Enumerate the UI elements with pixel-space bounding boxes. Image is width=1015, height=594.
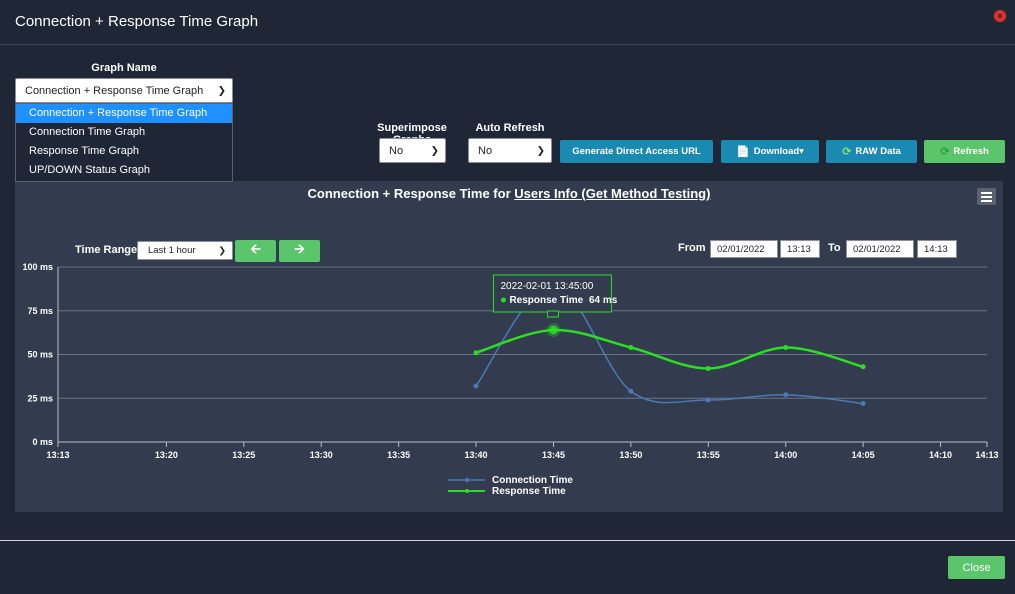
data-point-response-time [550,327,556,333]
series-line-response-time [475,328,864,370]
data-point-response-time [783,345,789,350]
close-icon[interactable]: × [994,10,1006,22]
arrow-right-icon[interactable]: 🡪 [279,240,320,262]
data-point-response-time [860,364,866,370]
modal-title: Connection + Response Time Graph [15,13,259,30]
from-time-input[interactable]: 13:13 [780,240,820,258]
y-tick-label: 25 ms [27,393,53,403]
tooltip-time: 2022-02-01 13:45:00 [500,281,593,292]
graph-name-label: Graph Name [91,62,157,74]
x-tick-label: 14:10 [929,450,952,460]
x-tick-label: 13:30 [310,450,333,460]
file-icon: 📄 [736,146,750,158]
from-label: From [678,242,706,254]
auto-refresh-value: No [478,144,493,157]
legend-label: Response Time [492,486,566,497]
data-point-connection-time [860,401,866,406]
x-tick-label: 13:45 [542,450,565,460]
graph-name-selected: Connection + Response Time Graph [25,84,204,97]
to-label: To [828,242,841,254]
refresh-label: Refresh [953,146,989,157]
to-date-input[interactable]: 02/01/2022 [846,240,914,258]
x-tick-label: 13:40 [465,450,488,460]
chevron-down-icon: ❯ [430,145,439,156]
x-tick-label: 13:20 [155,450,178,460]
raw-data-label: RAW Data [855,146,901,157]
tooltip-series: Response Time [509,295,583,306]
close-button[interactable]: Close [948,556,1005,579]
x-tick-label: 13:13 [46,450,69,460]
time-range-label: Time Range [75,244,138,256]
tooltip-value: 64 ms [589,295,618,306]
chevron-down-icon: ❯ [217,85,226,96]
graph-name-select[interactable]: Connection + Response Time Graph ❯ [15,78,233,103]
download-button[interactable]: 📄 Download▾ [721,140,819,163]
y-tick-label: 50 ms [27,350,53,360]
x-tick-label: 13:50 [619,450,642,460]
data-point-connection-time [473,383,479,389]
auto-refresh-label: Auto Refresh [475,122,545,134]
superimpose-select[interactable]: No ❯ [379,138,446,163]
graph-name-dropdown: Connection + Response Time Graph Connect… [15,103,233,182]
refresh-button[interactable]: ⟳ Refresh [924,140,1005,163]
dropdown-option[interactable]: UP/DOWN Status Graph [29,164,151,176]
chevron-down-icon: ❯ [218,245,226,255]
graph-title-prefix: Connection + Response Time for [307,186,515,201]
data-point-connection-time [705,397,711,403]
y-tick-label: 0 ms [32,437,53,447]
generate-url-label: Generate Direct Access URL [572,146,701,157]
svg-text:Response Time 64 ms: Response Time 64 ms [509,295,617,306]
arrow-left-icon[interactable]: 🡨 [235,240,276,262]
hover-halo [546,323,561,337]
data-point-response-time [705,366,711,371]
time-range-value: Last 1 hour [148,245,196,256]
legend-label: Connection Time [492,475,573,486]
legend-marker [465,489,469,493]
y-tick-label: 75 ms [27,306,53,316]
legend-marker [465,478,469,482]
x-tick-label: 14:00 [774,450,797,460]
refresh-icon: ⟳ [940,146,950,158]
refresh-icon: ⟳ [842,146,852,158]
graph-panel: Connection + Response Time for Users Inf… [15,181,1003,512]
graph-title-link[interactable]: Users Info (Get Method Testing) [514,186,711,201]
y-tick-label: 100 ms [22,262,53,272]
data-point-response-time [473,350,479,356]
x-tick-label: 14:05 [852,450,875,460]
hamburger-menu-icon[interactable] [977,188,996,205]
x-tick-label: 14:13 [975,450,998,460]
to-time-input[interactable]: 14:13 [917,240,957,258]
time-range-select[interactable]: Last 1 hour ❯ [137,241,233,260]
data-point-connection-time [628,388,634,394]
raw-data-button[interactable]: ⟳ RAW Data [826,140,917,163]
data-point-response-time [628,345,634,350]
dropdown-option[interactable]: Connection Time Graph [29,126,146,138]
dropdown-option[interactable]: Connection + Response Time Graph [16,104,232,123]
x-tick-label: 13:55 [697,450,720,460]
from-date-input[interactable]: 02/01/2022 [710,240,778,258]
graph-title: Connection + Response Time for Users Inf… [15,186,1003,201]
chevron-down-icon: ❯ [536,145,545,156]
generate-url-button[interactable]: Generate Direct Access URL [560,140,713,163]
superimpose-value: No [389,144,404,157]
download-label: Download▾ [753,146,804,157]
hover-point [549,325,558,335]
line-chart: 100 ms 75 ms 50 ms 25 ms 0 ms 13:13 13:20 13:2… [22,262,998,497]
dropdown-option[interactable]: Response Time Graph [29,145,140,157]
auto-refresh-select[interactable]: No ❯ [468,138,552,163]
footer-divider [0,540,1015,541]
modal-header: Connection + Response Time Graph × [0,0,1015,45]
x-tick-label: 13:25 [232,450,255,460]
data-point-connection-time [783,392,789,398]
chart-tooltip: 2022-02-01 13:45:00 Response Time 64 ms [492,274,618,318]
x-tick-label: 13:35 [387,450,410,460]
